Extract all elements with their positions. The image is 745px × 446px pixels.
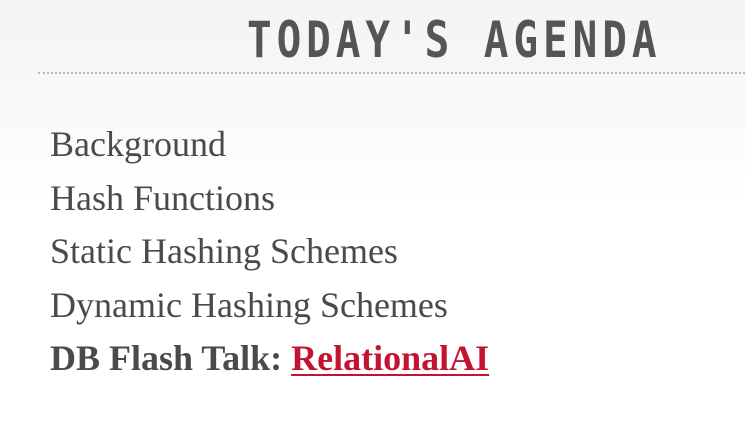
title-divider: [38, 72, 745, 74]
agenda-item-background: Background: [50, 124, 226, 164]
slide-title: TODAY'S AGENDA: [246, 11, 661, 69]
flash-talk-prefix: DB Flash Talk:: [50, 338, 283, 378]
agenda-item-dynamic-hashing: Dynamic Hashing Schemes: [50, 284, 448, 325]
agenda-item-hash-functions: Hash Functions: [50, 177, 275, 218]
flash-talk-link[interactable]: RelationalAI: [291, 338, 490, 378]
agenda-item-flash-talk: DB Flash Talk: RelationalAI: [50, 332, 489, 386]
agenda-list: Background Hash Functions Static Hashing…: [50, 118, 489, 386]
agenda-item-static-hashing: Static Hashing Schemes: [50, 231, 398, 271]
